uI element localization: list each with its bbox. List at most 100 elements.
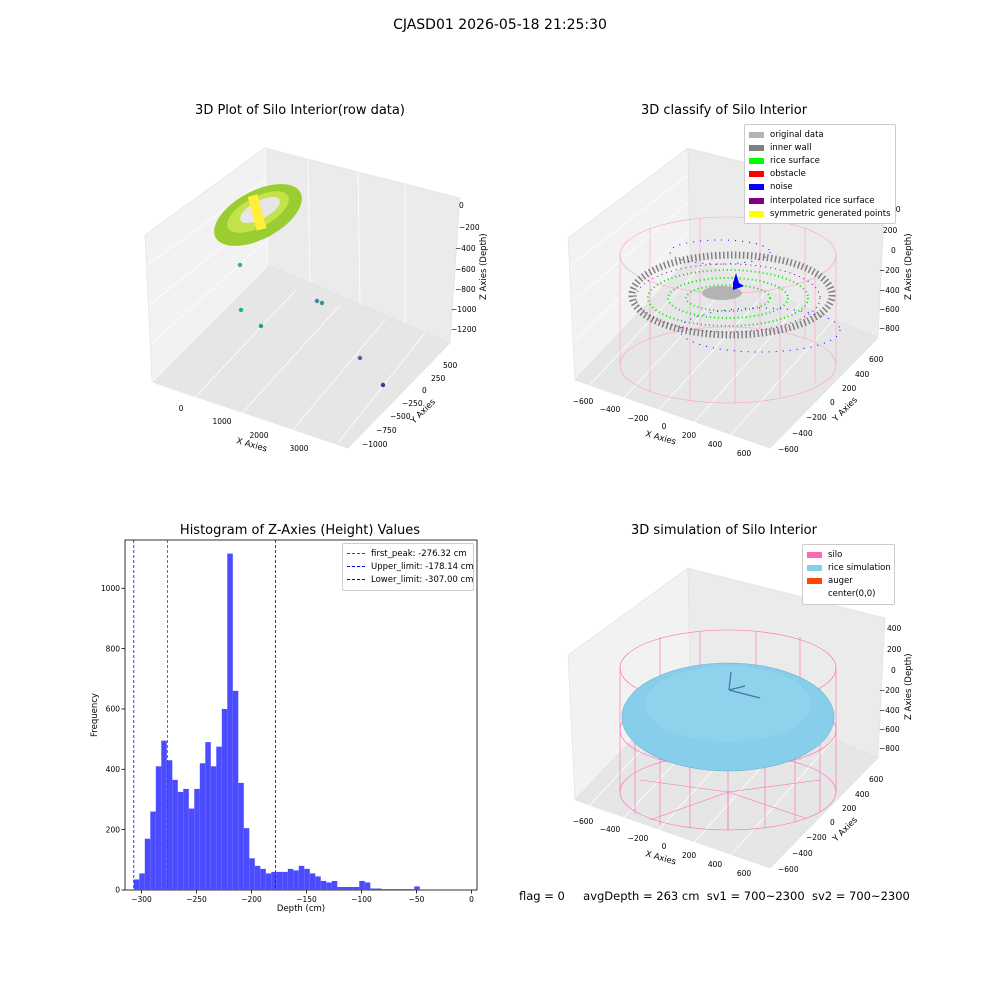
histogram-bars — [133, 553, 420, 890]
simulation-x-tick: 600 — [737, 869, 752, 878]
simulation-3d-panes — [567, 567, 886, 869]
simulation-z-tick: 200 — [887, 645, 902, 654]
simulation-y-tick-labels: 600 400 200 0 −200 −400 −600 — [778, 775, 884, 874]
simulation-x-tick: 400 — [708, 860, 723, 869]
histogram-bar — [205, 742, 211, 890]
histogram-y-tick-label: 600 — [106, 705, 121, 714]
raw-y-tick: −1000 — [362, 440, 388, 449]
histogram-bar — [331, 880, 338, 890]
raw-y-tick: −750 — [376, 426, 397, 435]
legend-swatch — [749, 197, 764, 204]
classify-x-tick: −200 — [628, 414, 649, 423]
legend-item-rice-simulation: rice simulation — [807, 561, 891, 574]
classify-y-tick: 600 — [869, 355, 884, 364]
legend-item-rice-surface: rice surface — [749, 154, 891, 167]
legend-label: silo — [828, 549, 843, 560]
legend-label: original data — [770, 129, 824, 140]
histogram-bar — [364, 882, 371, 890]
raw-z-tick: −1000 — [451, 305, 477, 314]
classify-y-tick: 200 — [842, 384, 857, 393]
simulation-y-tick: 400 — [855, 790, 870, 799]
raw-y-tick: −250 — [402, 399, 423, 408]
classify-z-tick: −800 — [879, 324, 900, 333]
histogram-bar — [392, 889, 398, 890]
raw-plot-title: 3D Plot of Silo Interior(row data) — [195, 103, 405, 118]
classify-x-tick: −600 — [573, 397, 594, 406]
classify-noise — [669, 239, 841, 353]
histogram-bar — [243, 828, 250, 890]
legend-swatch — [807, 577, 822, 584]
raw-z-tick: −600 — [455, 265, 476, 274]
histogram-y-tick-label: 200 — [106, 825, 121, 834]
histogram-y-axis-label: Frequency — [90, 693, 100, 737]
raw-x-tick: 1000 — [212, 417, 231, 426]
histogram-bar — [282, 871, 288, 890]
histogram-bar — [315, 876, 321, 890]
histogram-bar — [172, 779, 178, 890]
histogram-legend: first_peak: -276.32 cm Upper_limit: -178.… — [342, 543, 474, 591]
simulation-y-tick: 600 — [869, 775, 884, 784]
histogram-bar — [414, 886, 420, 890]
raw-x-tick: 0 — [179, 404, 184, 413]
legend-label: Upper_limit: -178.14 cm — [371, 561, 474, 572]
histogram-bar — [221, 708, 228, 890]
legend-item-symmetric-generated-points: symmetric generated points — [749, 207, 891, 220]
simulation-y-tick: −600 — [778, 865, 799, 874]
classify-z-tick: −400 — [879, 286, 900, 295]
classify-z-tick: 0 — [891, 246, 896, 255]
legend-line-swatch — [347, 579, 365, 581]
histogram-title: Histogram of Z-Axies (Height) Values — [179, 523, 421, 538]
histogram-bar — [177, 791, 184, 890]
simulation-z-tick: −600 — [879, 725, 900, 734]
histogram-bar — [337, 886, 343, 890]
legend-item-auger: auger — [807, 574, 890, 587]
histogram-bar — [304, 868, 310, 890]
legend-swatch — [749, 171, 764, 178]
histogram-bar — [320, 880, 327, 890]
simulation-z-tick: 0 — [891, 666, 896, 675]
simulation-auger — [728, 671, 761, 699]
simulation-y-axis-label: Y Axies — [830, 815, 860, 845]
histogram-bar — [309, 873, 316, 890]
histogram-bar — [375, 888, 382, 890]
raw-rice-ring — [214, 184, 302, 246]
histogram-bar — [155, 766, 162, 890]
histogram-chart: −300 −250 −200 −150 −100 −50 0 0 200 400 600 800 10… — [90, 539, 478, 914]
histogram-bar — [238, 782, 244, 890]
histogram-bar — [161, 740, 167, 890]
raw-y-tick-labels: 500 250 0 −250 −500 −750 −1000 — [362, 361, 458, 449]
raw-z-tick: −800 — [455, 285, 476, 294]
classify-rice-surface — [635, 263, 821, 333]
legend-label: first_peak: -276.32 cm — [371, 548, 467, 559]
legend-swatch — [807, 551, 822, 558]
histogram-x-tick-label: −100 — [351, 895, 372, 904]
status-line: flag = 0 avgDepth = 263 cm sv1 = 700~230… — [519, 889, 910, 903]
classify-plot-title: 3D classify of Silo Interior — [640, 103, 808, 118]
histogram-bar — [359, 880, 365, 890]
legend-label: symmetric generated points — [770, 208, 891, 219]
histogram-y-tick-label: 0 — [115, 886, 120, 895]
histogram-bar — [326, 882, 332, 890]
legend-item-center: center(0,0) — [807, 588, 890, 601]
raw-z-tick: −1200 — [451, 325, 477, 334]
legend-item-noise: noise — [749, 181, 891, 194]
raw-z-tick: −400 — [455, 244, 476, 253]
simulation-rice-surface — [621, 662, 835, 772]
histogram-y-ticks: 0 200 400 600 800 1000 — [101, 584, 125, 895]
histogram-bar — [139, 873, 145, 890]
histogram-y-tick-label: 1000 — [101, 584, 120, 593]
simulation-x-axis-label: X Axies — [644, 849, 677, 867]
histogram-bar — [194, 788, 200, 890]
histogram-bar — [342, 886, 349, 890]
histogram-bar — [348, 886, 354, 890]
classify-silo-wireframe — [619, 216, 837, 404]
raw-scatter-points — [237, 262, 386, 388]
simulation-z-tick: −800 — [879, 744, 900, 753]
classify-z-axis-label: Z Axies (Depth) — [904, 233, 914, 300]
classify-y-tick: −400 — [792, 429, 813, 438]
classify-x-tick-labels: −600 −400 −200 0 200 400 600 — [573, 397, 752, 458]
legend-swatch — [749, 144, 764, 151]
legend-line-swatch — [347, 553, 365, 555]
histogram-bar — [232, 690, 239, 890]
classify-x-axis-label: X Axies — [644, 429, 677, 447]
